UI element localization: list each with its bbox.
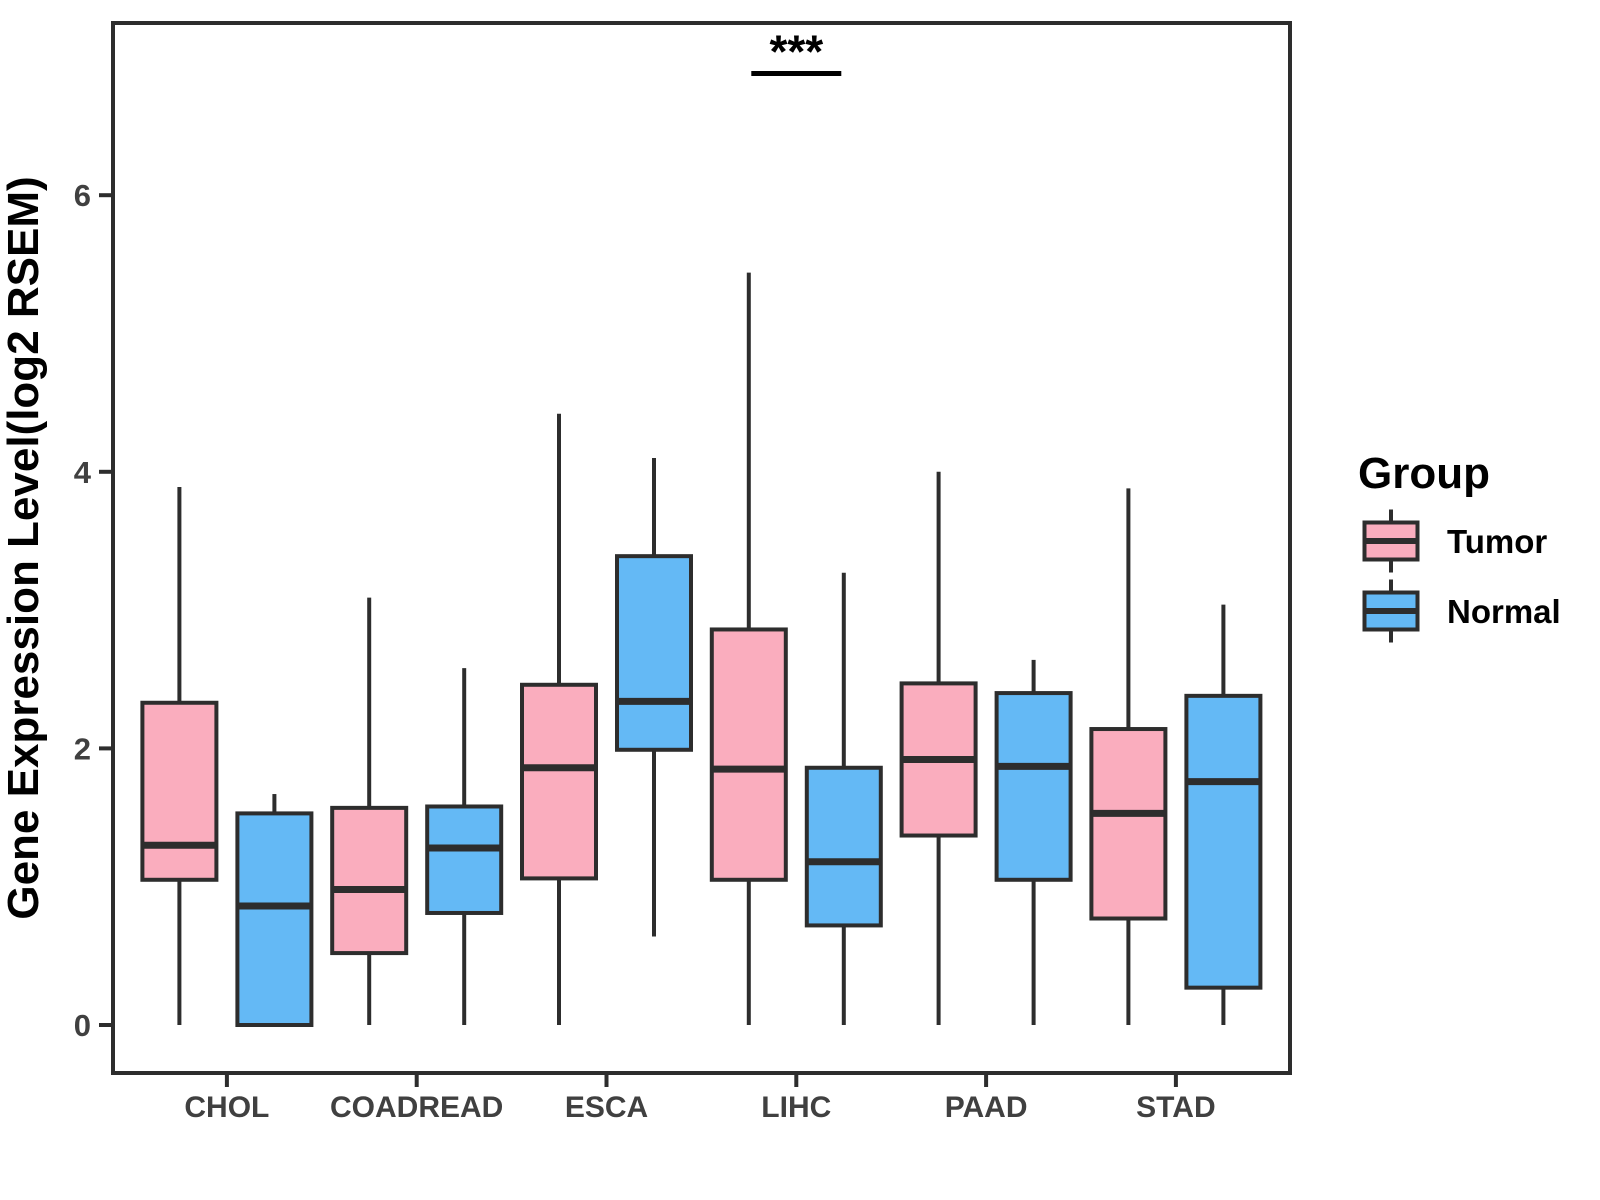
boxplot-PAAD-Tumor	[899, 471, 978, 1025]
boxplot-STAD-Tumor	[1089, 488, 1168, 1025]
boxplot-COADREAD-Normal	[425, 668, 504, 1025]
significance-stars: ***	[769, 25, 823, 77]
y-tick-label-2: 2	[74, 731, 91, 766]
boxplot-CHOL-Tumor	[140, 487, 219, 1025]
y-axis-title: Gene Expression Level(log2 RSEM)	[0, 176, 48, 919]
box	[425, 804, 504, 915]
x-tick-label-PAAD: PAAD	[945, 1091, 1028, 1124]
box	[520, 682, 598, 881]
legend-title: Group	[1358, 449, 1490, 498]
legend: Tumor Normal	[1362, 509, 1561, 643]
box	[1089, 727, 1168, 921]
plot-marks: 0 2 4 6 CHOL COADREAD ESCA LIHC PAAD STAD ***	[74, 25, 1263, 1124]
boxplot-STAD-Normal	[1184, 604, 1263, 1025]
box	[1184, 693, 1263, 990]
box	[615, 554, 693, 752]
plot-panel-border	[111, 21, 1292, 1075]
y-tick-label-6: 6	[74, 178, 91, 213]
box	[709, 627, 788, 882]
legend-label: Normal	[1447, 593, 1561, 630]
y-tick-label-4: 4	[74, 455, 92, 490]
boxplot-PAAD-Normal	[994, 659, 1073, 1025]
boxplot-COADREAD-Tumor	[330, 597, 409, 1025]
box	[330, 805, 409, 956]
boxplot-LIHC-Normal	[804, 572, 883, 1025]
box	[140, 700, 219, 882]
x-tick-label-CHOL: CHOL	[184, 1091, 269, 1124]
boxplot-CHOL-Normal	[235, 794, 314, 1027]
x-tick-label-COADREAD: COADREAD	[330, 1091, 503, 1124]
x-tick-label-LIHC: LIHC	[761, 1091, 831, 1124]
legend-label: Tumor	[1447, 523, 1547, 560]
legend-entry-normal: Normal	[1362, 579, 1561, 643]
boxplot-LIHC-Tumor	[709, 272, 788, 1025]
box	[994, 691, 1073, 882]
legend-entry-tumor: Tumor	[1362, 509, 1547, 573]
boxplot-ESCA-Tumor	[520, 413, 598, 1025]
y-tick-label-0: 0	[74, 1008, 91, 1043]
boxplot-ESCA-Normal	[615, 457, 693, 937]
x-tick-label-ESCA: ESCA	[565, 1091, 648, 1124]
x-tick-label-STAD: STAD	[1136, 1091, 1215, 1124]
box	[804, 765, 883, 928]
box	[235, 811, 314, 1027]
